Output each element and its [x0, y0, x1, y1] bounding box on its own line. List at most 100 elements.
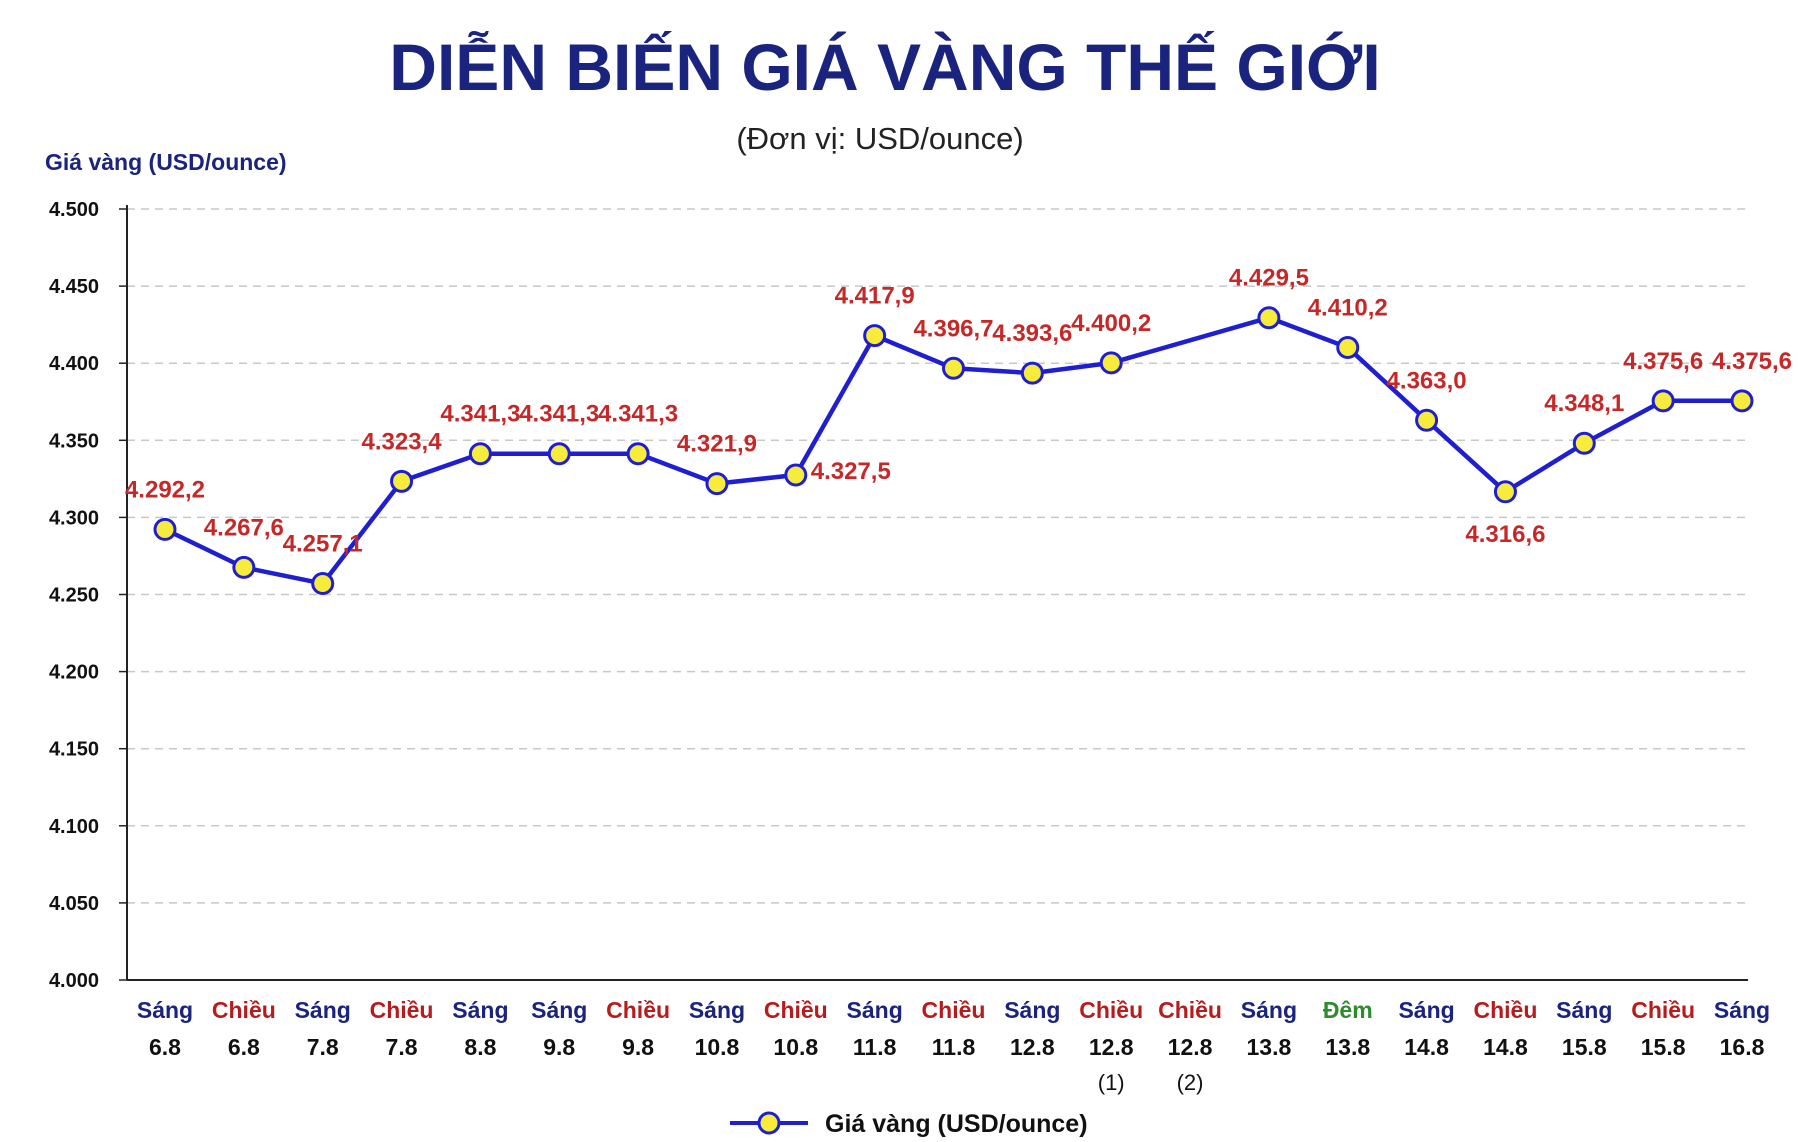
x-label-date: 7.8	[386, 1034, 418, 1060]
data-label: 4.429,5	[1229, 265, 1309, 292]
legend-marker-swatch	[757, 1111, 781, 1135]
data-label: 4.316,6	[1465, 521, 1545, 548]
y-tick-label: 4.450	[49, 276, 99, 298]
y-tick-label: 4.200	[49, 662, 99, 684]
x-label-date: 9.8	[543, 1034, 575, 1060]
data-point-marker	[784, 463, 808, 487]
data-point-marker	[863, 324, 887, 348]
data-label: 4.292,2	[125, 476, 205, 503]
x-label-session: Sáng	[1398, 997, 1454, 1023]
y-tick-label: 4.000	[49, 970, 99, 992]
data-point-marker	[311, 572, 335, 596]
x-label-session: Chiều	[370, 997, 434, 1023]
x-label-session: Sáng	[1714, 997, 1770, 1023]
data-label: 4.375,6	[1712, 348, 1792, 375]
y-axis-label: Giá vàng (USD/ounce)	[45, 149, 287, 175]
y-tick-label: 4.350	[49, 430, 99, 452]
x-label-date: 15.8	[1562, 1034, 1607, 1060]
data-label: 4.375,6	[1623, 348, 1703, 375]
x-label-date: 6.8	[149, 1034, 181, 1060]
data-point-marker	[1730, 389, 1754, 413]
data-label: 4.257,1	[283, 531, 363, 558]
axes	[126, 205, 1748, 981]
x-label-session: Chiều	[1474, 997, 1538, 1023]
x-label-date: 11.8	[853, 1034, 897, 1060]
data-point-marker	[942, 356, 965, 380]
data-point-marker	[547, 442, 571, 466]
x-label-date: 14.8	[1483, 1034, 1528, 1060]
gridlines	[119, 208, 1748, 981]
chart-title: DIỄN BIẾN GIÁ VÀNG THẾ GIỚI	[389, 30, 1380, 104]
x-label-date: 16.8	[1720, 1034, 1765, 1060]
data-point-marker	[705, 472, 729, 496]
x-label-date: 11.8	[932, 1034, 976, 1060]
data-point-marker	[1572, 431, 1596, 455]
series-line	[164, 315, 1742, 586]
x-tick-labels: Sáng 6.8 Chiều 6.8 Sáng 7.8 Chiều 7.8 Sáng 8.8 Sán…	[137, 997, 1770, 1095]
data-point-marker	[1257, 306, 1281, 330]
x-label-suffix: (2)	[1177, 1070, 1204, 1095]
y-tick-label: 4.100	[49, 816, 99, 838]
legend-label: Giá vàng (USD/ounce)	[825, 1110, 1088, 1138]
x-label-date: 9.8	[622, 1034, 654, 1060]
x-label-date: 6.8	[228, 1034, 260, 1060]
data-point-marker	[232, 555, 256, 579]
data-label: 4.323,4	[362, 428, 443, 455]
x-label-session: Sáng	[1241, 997, 1297, 1023]
data-label: 4.400,2	[1071, 310, 1151, 337]
y-tick-label: 4.050	[49, 893, 99, 915]
x-label-session: Sáng	[1556, 997, 1612, 1023]
chart-subtitle: (Đơn vị: USD/ounce)	[736, 121, 1023, 156]
x-label-session: Chiều	[212, 997, 276, 1023]
data-point-marker	[390, 469, 414, 493]
x-label-session: Chiều	[1079, 997, 1143, 1023]
data-label: 4.396,7	[913, 315, 993, 342]
x-label-session: Chiều	[606, 997, 670, 1023]
x-label-date: 12.8	[1168, 1034, 1213, 1060]
x-label-session: Sáng	[452, 997, 508, 1023]
y-tick-label: 4.250	[49, 585, 99, 607]
x-label-session: Chiều	[764, 997, 828, 1023]
x-label-session: Sáng	[689, 997, 745, 1023]
data-label: 4.410,2	[1308, 294, 1388, 321]
y-tick-label: 4.500	[49, 199, 99, 221]
data-point-marker	[1493, 480, 1517, 504]
data-label: 4.417,9	[835, 283, 915, 310]
data-labels: 4.292,2 4.267,64.257,1 4.323,4 4.341,34.341…	[125, 265, 1792, 558]
x-label-session: Sáng	[1004, 997, 1060, 1023]
x-label-session: Chiều	[1158, 997, 1222, 1023]
data-label: 4.267,6	[204, 514, 284, 541]
x-label-date: 13.8	[1325, 1034, 1370, 1060]
x-label-session: Sáng	[847, 997, 903, 1023]
data-label: 4.321,9	[677, 431, 757, 458]
y-tick-label: 4.150	[49, 739, 99, 761]
series-gia-vang	[153, 306, 1754, 596]
x-label-suffix: (1)	[1098, 1070, 1125, 1095]
data-label: 4.341,3	[519, 401, 599, 428]
x-label-session: Sáng	[137, 997, 193, 1023]
data-point-marker	[1020, 361, 1044, 385]
x-label-session: Sáng	[531, 997, 587, 1023]
data-point-marker	[468, 442, 492, 466]
data-point-marker	[153, 517, 177, 541]
x-label-session: Chiều	[1631, 997, 1695, 1023]
x-label-session: Đêm	[1323, 997, 1373, 1023]
x-label-date: 10.8	[773, 1034, 818, 1060]
data-point-marker	[1651, 389, 1675, 413]
x-label-session: Chiều	[922, 997, 986, 1023]
data-point-marker	[1099, 351, 1123, 375]
data-point-marker	[626, 442, 650, 466]
x-label-date: 10.8	[695, 1034, 740, 1060]
x-label-date: 12.8	[1089, 1034, 1134, 1060]
y-tick-label: 4.300	[49, 507, 99, 529]
data-label: 4.327,5	[811, 458, 891, 485]
data-label: 4.393,6	[992, 320, 1072, 347]
x-label-date: 14.8	[1404, 1034, 1449, 1060]
x-label-date: 8.8	[464, 1034, 496, 1060]
data-label: 4.341,3	[598, 401, 678, 428]
data-point-marker	[1415, 408, 1439, 432]
y-tick-labels: 4.000 4.050 4.100 4.150 4.200 4.250 4.300 4.350…	[49, 199, 99, 992]
x-label-date: 15.8	[1641, 1034, 1686, 1060]
data-point-marker	[1336, 335, 1360, 359]
